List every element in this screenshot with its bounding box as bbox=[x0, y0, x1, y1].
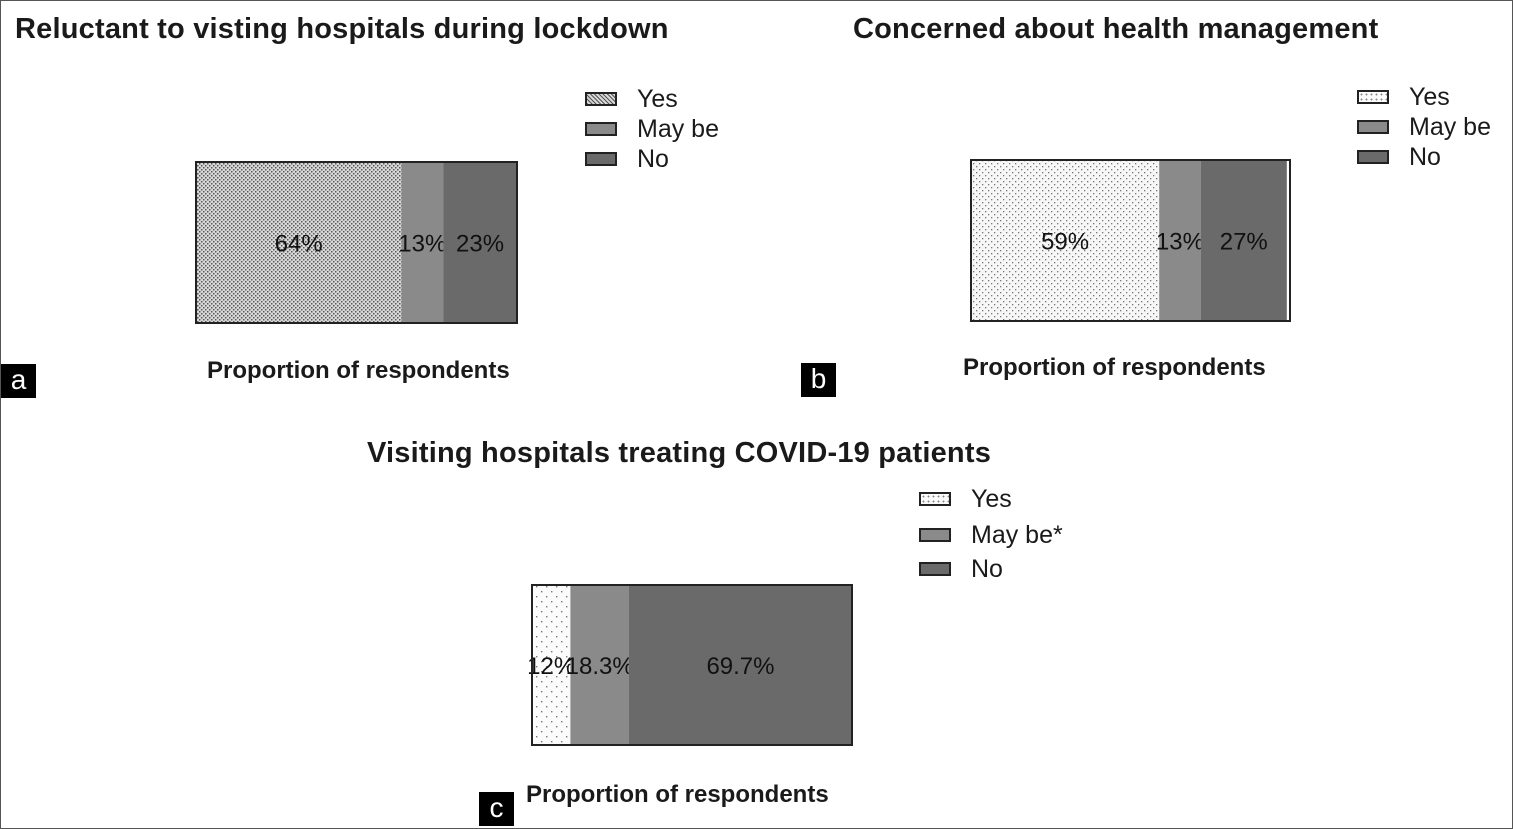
legend-label-yes: Yes bbox=[637, 85, 678, 113]
bar-segment-b-yes bbox=[971, 160, 1160, 321]
data-label-a-yes: 64% bbox=[275, 231, 323, 258]
bar-segment-a-yes bbox=[196, 162, 402, 323]
legend-label-yes: Yes bbox=[971, 485, 1012, 513]
legend-swatch-maybe bbox=[1357, 120, 1389, 134]
data-label-a-may-be: 13% bbox=[398, 231, 446, 258]
data-label-c-yes: 12% bbox=[527, 653, 575, 680]
data-label-a-no: 23% bbox=[456, 231, 504, 258]
legend-label-maybe: May be bbox=[637, 115, 719, 143]
data-label-b-yes: 59% bbox=[1041, 229, 1089, 256]
bar-frame-c bbox=[531, 584, 853, 746]
data-label-b-may-be: 13% bbox=[1156, 229, 1204, 256]
data-label-c-may-be: 18.3% bbox=[566, 653, 634, 680]
bar-segment-c-yes bbox=[532, 585, 571, 745]
bar-segment-c-may-be bbox=[570, 585, 629, 745]
legend-swatch-no bbox=[585, 152, 617, 166]
legend-swatch-yes bbox=[919, 492, 951, 506]
chart-title-a: Reluctant to visting hospitals during lo… bbox=[15, 13, 669, 45]
legend-swatch-maybe bbox=[919, 528, 951, 542]
panel-label-b: b bbox=[801, 363, 836, 397]
legend-label-maybe: May be bbox=[1409, 113, 1491, 141]
bar-segment-b-may-be bbox=[1159, 160, 1201, 321]
bar-segment-c-no bbox=[628, 585, 852, 745]
data-label-c-no: 69.7% bbox=[706, 653, 774, 680]
legend-swatch-no bbox=[919, 562, 951, 576]
x-axis-label-b: Proportion of respondents bbox=[963, 354, 1266, 381]
legend-label-no: No bbox=[971, 555, 1003, 583]
x-axis-label-c: Proportion of respondents bbox=[526, 781, 829, 808]
bar-frame-a bbox=[195, 161, 518, 324]
panel-label-c: c bbox=[479, 792, 514, 826]
legend-label-yes: Yes bbox=[1409, 83, 1450, 111]
legend-label-no: No bbox=[1409, 143, 1441, 171]
chart-title-c: Visiting hospitals treating COVID-19 pat… bbox=[367, 437, 992, 469]
x-axis-label-a: Proportion of respondents bbox=[207, 357, 510, 384]
legend-swatch-yes bbox=[585, 92, 617, 106]
data-label-b-no: 27% bbox=[1220, 229, 1268, 256]
chart-title-b: Concerned about health management bbox=[853, 13, 1379, 45]
panel-label-a: a bbox=[1, 364, 36, 398]
bar-frame-b bbox=[970, 159, 1291, 322]
legend-label-maybe: May be* bbox=[971, 521, 1063, 549]
legend-label-no: No bbox=[637, 145, 669, 173]
legend-swatch-yes bbox=[1357, 90, 1389, 104]
legend-swatch-maybe bbox=[585, 122, 617, 136]
legend-swatch-no bbox=[1357, 150, 1389, 164]
bar-segment-a-may-be bbox=[401, 162, 444, 323]
bar-segment-a-no bbox=[443, 162, 517, 323]
bar-segment-b-no bbox=[1200, 160, 1287, 321]
